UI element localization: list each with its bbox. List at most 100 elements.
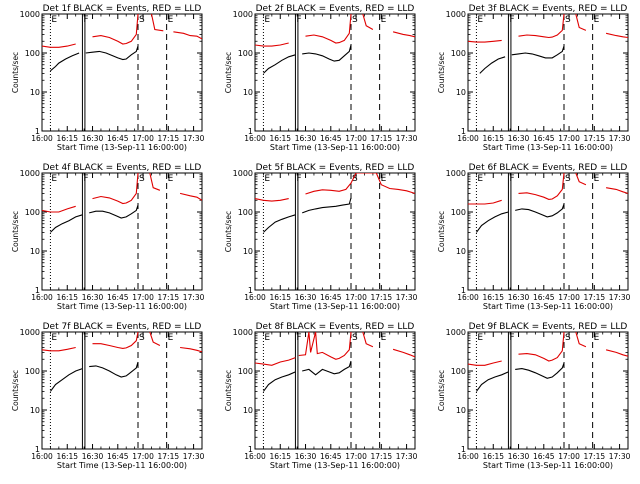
- y-tick-label: 100: [25, 49, 40, 58]
- events-series: [50, 45, 139, 72]
- x-tick-label: 17:15: [371, 452, 393, 461]
- x-tick-label: 16:15: [56, 134, 78, 143]
- time-marker-label: E: [51, 15, 57, 25]
- lld-series: [255, 332, 415, 366]
- x-tick-label: 17:15: [158, 293, 180, 302]
- y-tick-label: 10: [243, 88, 253, 97]
- x-tick-label: 16:00: [244, 134, 266, 143]
- x-tick-label: 16:00: [457, 293, 479, 302]
- x-tick-label: 17:30: [609, 293, 631, 302]
- x-tick-label: 16:45: [320, 452, 342, 461]
- x-axis-label: Start Time (13-Sep-11 16:00:00): [270, 461, 400, 470]
- y-tick-label: 1000: [20, 328, 40, 337]
- time-marker-label: F: [509, 333, 514, 343]
- y-tick-label: 100: [25, 208, 40, 217]
- time-marker-label: S: [565, 174, 571, 184]
- time-marker-label: E: [477, 174, 483, 184]
- x-tick-label: 17:00: [558, 293, 580, 302]
- time-marker-label: F: [509, 15, 514, 25]
- x-tick-label: 16:15: [56, 293, 78, 302]
- y-axis-label: Counts/sec: [11, 211, 20, 252]
- y-tick-label: 100: [451, 208, 466, 217]
- x-tick-label: 17:30: [183, 134, 205, 143]
- time-marker-label: F: [83, 333, 88, 343]
- x-tick-label: 16:15: [482, 452, 504, 461]
- time-marker-label: F: [83, 174, 88, 184]
- detector-panel: Det 5f BLACK = Events, RED = LLD 1 10 100 10…: [224, 163, 418, 311]
- y-tick-label: 1: [248, 286, 253, 295]
- time-marker-label: E: [264, 174, 270, 184]
- x-tick-label: 17:30: [396, 293, 418, 302]
- y-axis-label: Counts/sec: [437, 52, 446, 93]
- y-axis-label: Counts/sec: [224, 211, 233, 252]
- y-tick-label: 1: [248, 445, 253, 454]
- time-marker-label: S: [352, 333, 358, 343]
- x-tick-label: 17:00: [132, 293, 154, 302]
- y-tick-label: 1000: [233, 169, 253, 178]
- plot-frame: [41, 331, 203, 450]
- y-tick-label: 10: [243, 406, 253, 415]
- detector-panel: Det 2f BLACK = Events, RED = LLD 1 10 100 10…: [224, 4, 418, 152]
- time-marker-label: E: [594, 174, 600, 184]
- x-axis-label: Start Time (13-Sep-11 16:00:00): [57, 461, 187, 470]
- time-marker-label: E: [264, 333, 270, 343]
- x-tick-label: 16:00: [31, 293, 53, 302]
- y-tick-label: 10: [456, 88, 466, 97]
- time-marker-label: E: [51, 333, 57, 343]
- x-tick-label: 16:30: [295, 452, 317, 461]
- panel-title: Det 9f BLACK = Events, RED = LLD: [469, 322, 628, 332]
- events-series: [262, 360, 352, 392]
- x-tick-label: 16:30: [295, 293, 317, 302]
- y-tick-label: 1: [461, 286, 466, 295]
- x-tick-label: 16:45: [107, 134, 129, 143]
- x-tick-label: 16:45: [320, 134, 342, 143]
- x-tick-label: 17:00: [132, 134, 154, 143]
- y-axis-label: Counts/sec: [224, 370, 233, 411]
- plot-frame: [467, 172, 629, 291]
- x-tick-label: 17:00: [558, 452, 580, 461]
- x-tick-label: 16:00: [31, 134, 53, 143]
- y-tick-label: 10: [30, 88, 40, 97]
- x-tick-label: 16:45: [107, 452, 129, 461]
- plot-frame: [467, 13, 629, 132]
- x-tick-label: 16:15: [482, 134, 504, 143]
- x-tick-label: 16:15: [269, 452, 291, 461]
- time-marker-label: S: [139, 15, 145, 25]
- lld-series: [42, 173, 202, 213]
- y-tick-label: 10: [456, 247, 466, 256]
- panel-title: Det 2f BLACK = Events, RED = LLD: [256, 4, 415, 14]
- y-axis-label: Counts/sec: [11, 52, 20, 93]
- x-tick-label: 17:15: [158, 134, 180, 143]
- y-tick-label: 1: [461, 127, 466, 136]
- time-marker-label: S: [565, 15, 571, 25]
- y-axis-label: Counts/sec: [11, 370, 20, 411]
- panel-title: Det 8f BLACK = Events, RED = LLD: [256, 322, 415, 332]
- time-marker-label: E: [168, 15, 174, 25]
- x-tick-label: 17:30: [609, 452, 631, 461]
- x-tick-label: 17:00: [558, 134, 580, 143]
- time-marker-label: E: [594, 333, 600, 343]
- lld-series: [468, 173, 628, 205]
- time-marker-label: F: [509, 174, 514, 184]
- time-marker-label: S: [565, 333, 571, 343]
- x-tick-label: 16:15: [269, 134, 291, 143]
- x-axis-label: Start Time (13-Sep-11 16:00:00): [57, 302, 187, 311]
- y-tick-label: 1: [35, 445, 40, 454]
- panel-title: Det 4f BLACK = Events, RED = LLD: [43, 163, 202, 173]
- time-marker-label: F: [83, 15, 88, 25]
- x-tick-label: 17:15: [371, 293, 393, 302]
- lld-series: [255, 173, 415, 202]
- detector-panel: Det 7f BLACK = Events, RED = LLD 1 10 100 10…: [11, 322, 205, 470]
- y-axis-label: Counts/sec: [224, 52, 233, 93]
- time-marker-label: S: [352, 15, 358, 25]
- time-marker-label: F: [296, 174, 301, 184]
- y-tick-label: 1: [35, 286, 40, 295]
- panel-title: Det 5f BLACK = Events, RED = LLD: [256, 163, 415, 173]
- detector-panel: Det 3f BLACK = Events, RED = LLD 1 10 100 10…: [437, 4, 631, 152]
- x-tick-label: 16:00: [457, 452, 479, 461]
- x-tick-label: 16:45: [533, 452, 555, 461]
- events-series: [49, 361, 139, 392]
- plot-frame: [41, 13, 203, 132]
- lld-series: [255, 14, 415, 47]
